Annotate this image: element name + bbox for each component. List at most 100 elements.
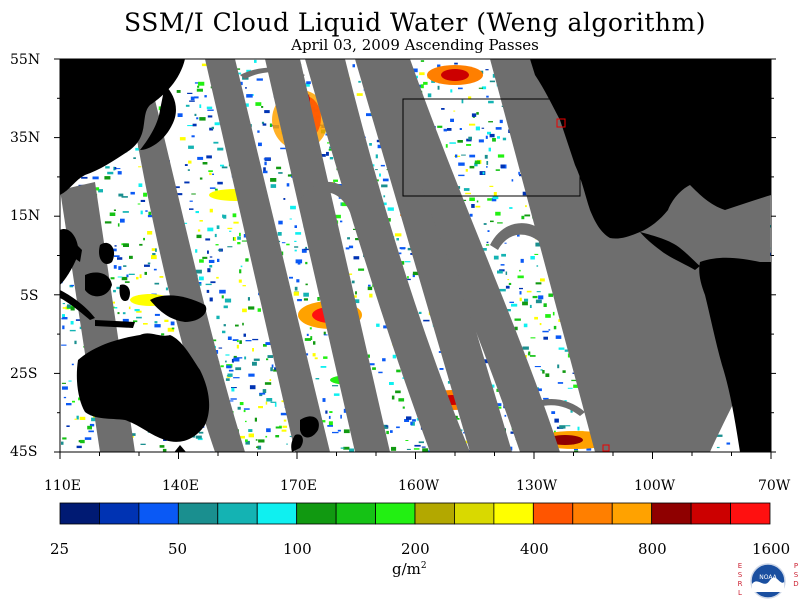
cloud-pixel xyxy=(332,431,339,434)
cloud-pixel xyxy=(256,446,259,448)
cloud-pixel xyxy=(208,259,215,263)
cloud-pixel xyxy=(144,264,150,267)
cloud-pixel xyxy=(519,269,521,272)
cloud-pixel xyxy=(468,96,472,100)
cloud-pixel xyxy=(570,409,573,413)
cloud-pixel xyxy=(466,138,472,142)
cloud-pixel xyxy=(469,165,475,169)
cloud-pixel xyxy=(504,242,507,244)
cloud-pixel xyxy=(236,344,239,349)
cloud-pixel xyxy=(499,119,503,124)
cloud-pixel xyxy=(294,225,297,228)
cloud-pixel xyxy=(266,358,269,361)
cloud-pixel xyxy=(228,369,234,372)
cloud-pixel xyxy=(122,318,129,322)
cloud-pixel xyxy=(234,237,236,241)
cloud-pixel xyxy=(320,366,327,368)
cloud-pixel xyxy=(261,121,265,124)
cloud-pixel xyxy=(262,389,267,393)
cloud-pixel xyxy=(517,234,520,237)
cloud-pixel xyxy=(524,298,529,302)
cloud-pixel xyxy=(484,154,488,159)
cloud-pixel xyxy=(185,104,190,107)
cloud-pixel xyxy=(376,139,381,143)
cloud-pixel xyxy=(239,402,244,406)
cloud-pixel xyxy=(138,183,143,187)
cloud-pixel xyxy=(404,261,411,263)
cloud-pixel xyxy=(565,425,571,427)
cloud-pixel xyxy=(537,388,542,392)
cloud-pixel xyxy=(486,161,489,165)
cloud-pixel xyxy=(504,414,507,417)
cloud-pixel xyxy=(726,442,731,445)
lon-label-110e: 110E xyxy=(44,478,81,494)
lon-label-140e: 140E xyxy=(162,478,199,494)
cloud-pixel xyxy=(340,447,345,449)
cloud-pixel xyxy=(557,382,564,384)
cloud-pixel xyxy=(306,333,309,336)
cloud-pixel xyxy=(328,421,333,426)
cloud-pixel xyxy=(233,377,240,379)
cloud-pixel xyxy=(221,166,228,169)
cloud-pixel xyxy=(189,208,194,210)
cloud-pixel xyxy=(294,240,297,242)
cloud-pixel xyxy=(239,340,242,344)
cloud-pixel xyxy=(245,439,248,442)
cloud-pixel xyxy=(278,220,283,225)
cloud-pixel xyxy=(407,247,413,251)
cloud-pixel xyxy=(387,207,394,211)
cloud-pixel xyxy=(71,363,74,366)
cloud-pixel xyxy=(406,416,412,420)
cloud-pixel xyxy=(254,59,257,63)
cloud-pixel xyxy=(295,232,302,235)
cloud-pixel xyxy=(375,154,378,159)
cloud-pixel xyxy=(190,96,195,101)
cloud-pixel xyxy=(207,250,209,254)
cloud-pixel xyxy=(258,439,265,443)
cloud-pixel xyxy=(197,85,200,88)
cloud-pixel xyxy=(265,435,268,438)
cloud-pixel xyxy=(92,176,99,180)
cloud-pixel xyxy=(243,410,246,413)
lat-label-15n: 15N xyxy=(10,208,41,224)
cloud-pixel xyxy=(233,221,239,224)
cloud-pixel xyxy=(196,117,199,120)
cloud-pixel xyxy=(389,382,394,385)
cloud-pixel xyxy=(305,283,308,286)
cloud-pixel xyxy=(402,377,405,379)
cloud-pixel xyxy=(508,282,512,285)
cloud-pixel xyxy=(534,253,539,255)
cloud-pixel xyxy=(399,247,406,250)
cloud-pixel xyxy=(191,193,196,195)
cloud-pixel xyxy=(437,125,443,128)
cloud-pixel xyxy=(122,312,126,315)
cloud-pixel xyxy=(297,299,302,302)
cloud-pixel xyxy=(143,192,148,197)
cloud-pixel xyxy=(198,282,202,285)
cloud-pixel xyxy=(455,154,458,158)
cloud-pixel xyxy=(528,351,531,354)
cloud-pixel xyxy=(427,450,432,452)
cloud-pixel xyxy=(68,380,72,382)
cloud-pixel xyxy=(496,406,502,409)
cloud-pixel xyxy=(148,211,152,215)
cloud-pixel xyxy=(198,276,204,281)
colorbar-segment xyxy=(611,502,653,525)
cloud-pixel xyxy=(294,246,299,248)
cloud-pixel xyxy=(199,220,203,222)
cloud-pixel xyxy=(245,340,252,342)
cloud-pixel xyxy=(552,311,555,316)
cloud-pixel xyxy=(500,164,505,169)
cloud-pixel xyxy=(458,174,465,177)
cloud-pixel xyxy=(386,430,389,435)
cloud-pixel xyxy=(145,210,148,212)
cloud-pixel xyxy=(571,379,577,382)
cloud-pixel xyxy=(242,322,244,326)
cloud-pixel xyxy=(372,367,376,370)
cloud-pixel xyxy=(505,271,508,275)
cloud-pixel xyxy=(205,283,212,286)
cloud-pixel xyxy=(427,93,432,98)
cloud-pixel xyxy=(379,173,381,177)
cloud-pixel xyxy=(489,185,494,187)
cloud-pixel xyxy=(400,248,406,250)
